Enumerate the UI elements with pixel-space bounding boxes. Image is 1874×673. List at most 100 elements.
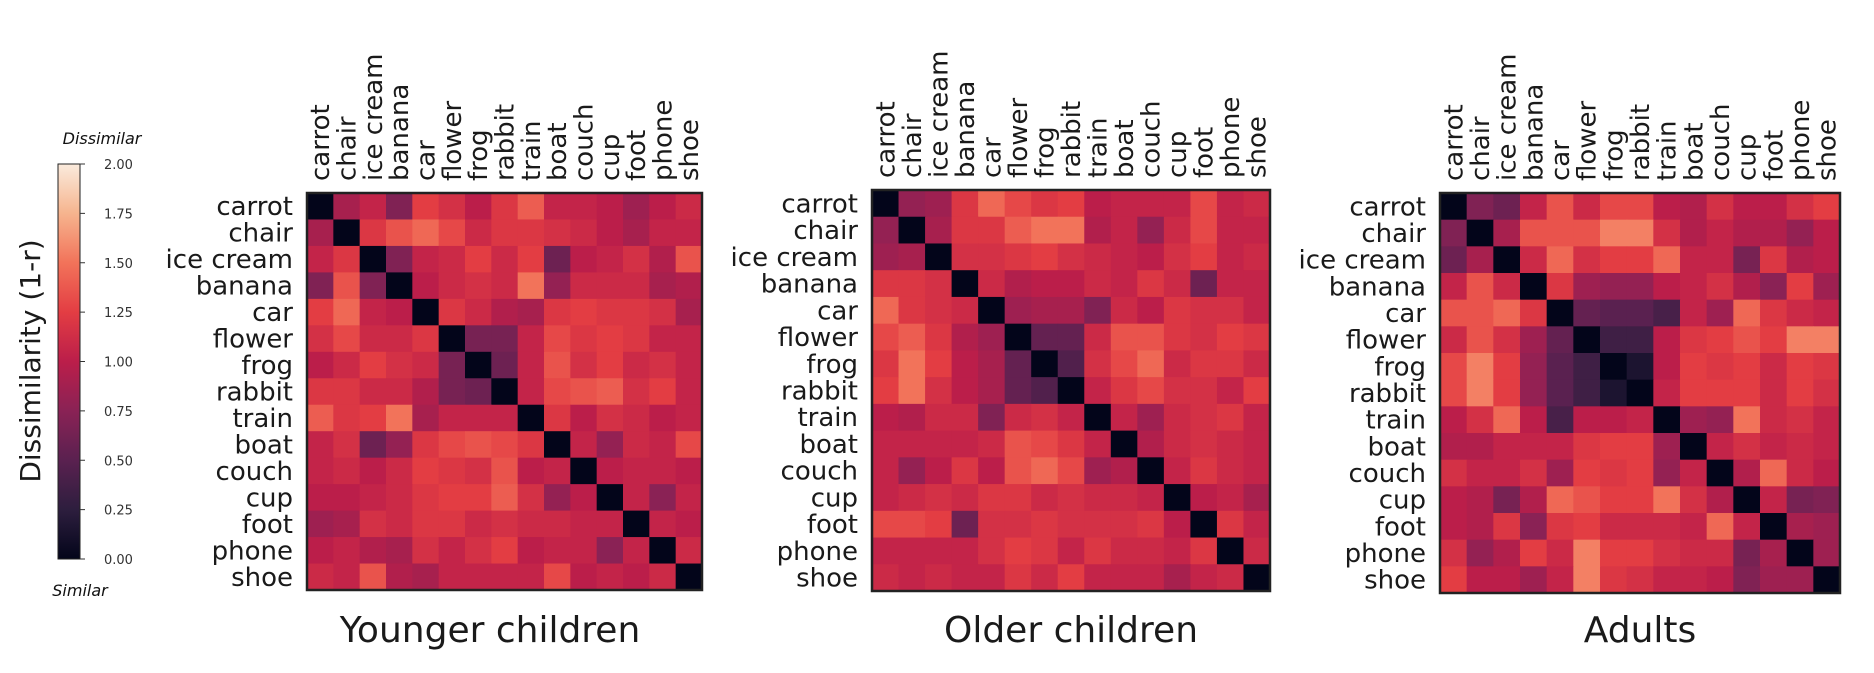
heatmap-cell xyxy=(1163,296,1191,325)
heatmap-cell xyxy=(1493,299,1521,327)
heatmap-cell xyxy=(386,537,413,565)
heatmap-cell xyxy=(1706,486,1734,514)
row-tick-label: foot xyxy=(807,510,858,540)
heatmap-cell xyxy=(623,219,650,247)
heatmap-cell xyxy=(1163,484,1191,512)
heatmap-cell xyxy=(925,457,953,485)
heatmap-cell xyxy=(898,216,926,245)
heatmap-cell xyxy=(623,484,650,512)
heatmap-cell xyxy=(412,404,440,432)
heatmap-cell xyxy=(359,563,387,591)
heatmap-cell xyxy=(1466,566,1494,594)
column-tick-label: ice cream xyxy=(1493,54,1523,181)
heatmap-cell xyxy=(1733,406,1761,434)
heatmap-cell xyxy=(333,510,361,538)
row-tick-label: chair xyxy=(793,216,858,246)
heatmap-cell xyxy=(1600,326,1628,354)
heatmap-cell xyxy=(1813,219,1841,247)
heatmap-cell xyxy=(1190,323,1218,351)
heatmap-cell xyxy=(491,245,519,273)
heatmap-cell xyxy=(1546,459,1574,487)
heatmap-cell xyxy=(872,243,900,271)
heatmap-cell xyxy=(1573,273,1601,301)
heatmap-cell xyxy=(1573,513,1601,541)
heatmap-cell xyxy=(1653,326,1681,354)
heatmap-cell xyxy=(1520,406,1548,434)
heatmap-cell xyxy=(438,378,466,406)
row-tick-label: shoe xyxy=(1364,566,1426,596)
colorbar-tick-label: 2.00 xyxy=(104,158,133,173)
heatmap-cell xyxy=(1626,459,1654,487)
heatmap-cell xyxy=(359,457,387,485)
heatmap-cell xyxy=(1163,243,1191,271)
column-tick-label: flower xyxy=(1004,97,1034,178)
row-tick-label: carrot xyxy=(216,192,293,222)
heatmap-cell xyxy=(1760,433,1788,461)
heatmap-cell xyxy=(438,272,466,300)
heatmap-cell xyxy=(1813,433,1841,461)
heatmap-cell xyxy=(1031,323,1059,351)
heatmap-cell xyxy=(333,537,361,565)
heatmap-cell xyxy=(465,325,492,353)
heatmap-cell xyxy=(386,351,413,379)
heatmap-cell xyxy=(1004,270,1032,298)
heatmap-cell xyxy=(1653,486,1681,514)
heatmap-cell xyxy=(1440,326,1468,354)
heatmap-cell xyxy=(978,323,1006,351)
heatmap-cell xyxy=(307,325,334,353)
heatmap-cell xyxy=(1084,537,1112,565)
heatmap-cell xyxy=(1706,406,1734,434)
heatmap-cell xyxy=(872,270,900,298)
heatmap-cell xyxy=(386,431,413,459)
row-tick-label: phone xyxy=(777,537,858,567)
column-tick-label: cup xyxy=(1163,131,1193,178)
heatmap-cell xyxy=(1760,299,1788,327)
heatmap-cell xyxy=(1031,484,1059,512)
heatmap-cell xyxy=(925,190,953,218)
heatmap-cell xyxy=(649,404,677,432)
heatmap-cell xyxy=(1466,219,1494,247)
heatmap-cell xyxy=(1493,513,1521,541)
heatmap-cell xyxy=(465,351,492,379)
heatmap-cell xyxy=(465,537,492,565)
heatmap-cell xyxy=(386,245,413,273)
heatmap-cell xyxy=(307,484,334,512)
heatmap-cell xyxy=(1137,484,1165,512)
heatmap-cell xyxy=(1110,350,1138,378)
heatmap-cell xyxy=(1110,243,1138,271)
heatmap-cell xyxy=(465,272,492,300)
heatmap-cell xyxy=(951,430,979,458)
heatmap-cell xyxy=(465,219,492,247)
colorbar-tick-label: 1.25 xyxy=(104,306,133,321)
heatmap-cell xyxy=(898,457,926,485)
heatmap-cell xyxy=(465,298,492,326)
heatmap-cell xyxy=(1493,566,1521,594)
heatmap-cell xyxy=(307,351,334,379)
heatmap-cell xyxy=(1031,270,1059,298)
heatmap-cell xyxy=(872,216,900,245)
heatmap-cell xyxy=(491,298,519,326)
heatmap-cell xyxy=(465,563,492,591)
heatmap-cell xyxy=(1216,243,1245,271)
heatmap-cell xyxy=(1190,457,1218,485)
heatmap-cell xyxy=(1084,243,1112,271)
heatmap-cell xyxy=(925,323,953,351)
row-tick-label: ice cream xyxy=(166,245,293,275)
heatmap-cell xyxy=(1520,299,1548,327)
heatmap-cell xyxy=(1546,353,1574,381)
heatmap-cell xyxy=(1760,539,1788,567)
heatmap-cell xyxy=(1626,513,1654,541)
heatmap-cell xyxy=(1760,486,1788,514)
heatmap-cell xyxy=(544,272,571,300)
heatmap-cell xyxy=(1786,566,1814,594)
column-tick-label: chair xyxy=(1466,116,1496,181)
heatmap-cell xyxy=(925,296,953,325)
heatmap-cell xyxy=(1110,323,1138,351)
heatmap-cell xyxy=(412,272,440,300)
row-tick-label: ice cream xyxy=(1299,246,1426,276)
heatmap-cell xyxy=(1084,430,1112,458)
colorbar-bottom-label: Similar xyxy=(52,581,109,600)
heatmap-cell xyxy=(1760,273,1788,301)
heatmap-cell xyxy=(978,216,1006,245)
